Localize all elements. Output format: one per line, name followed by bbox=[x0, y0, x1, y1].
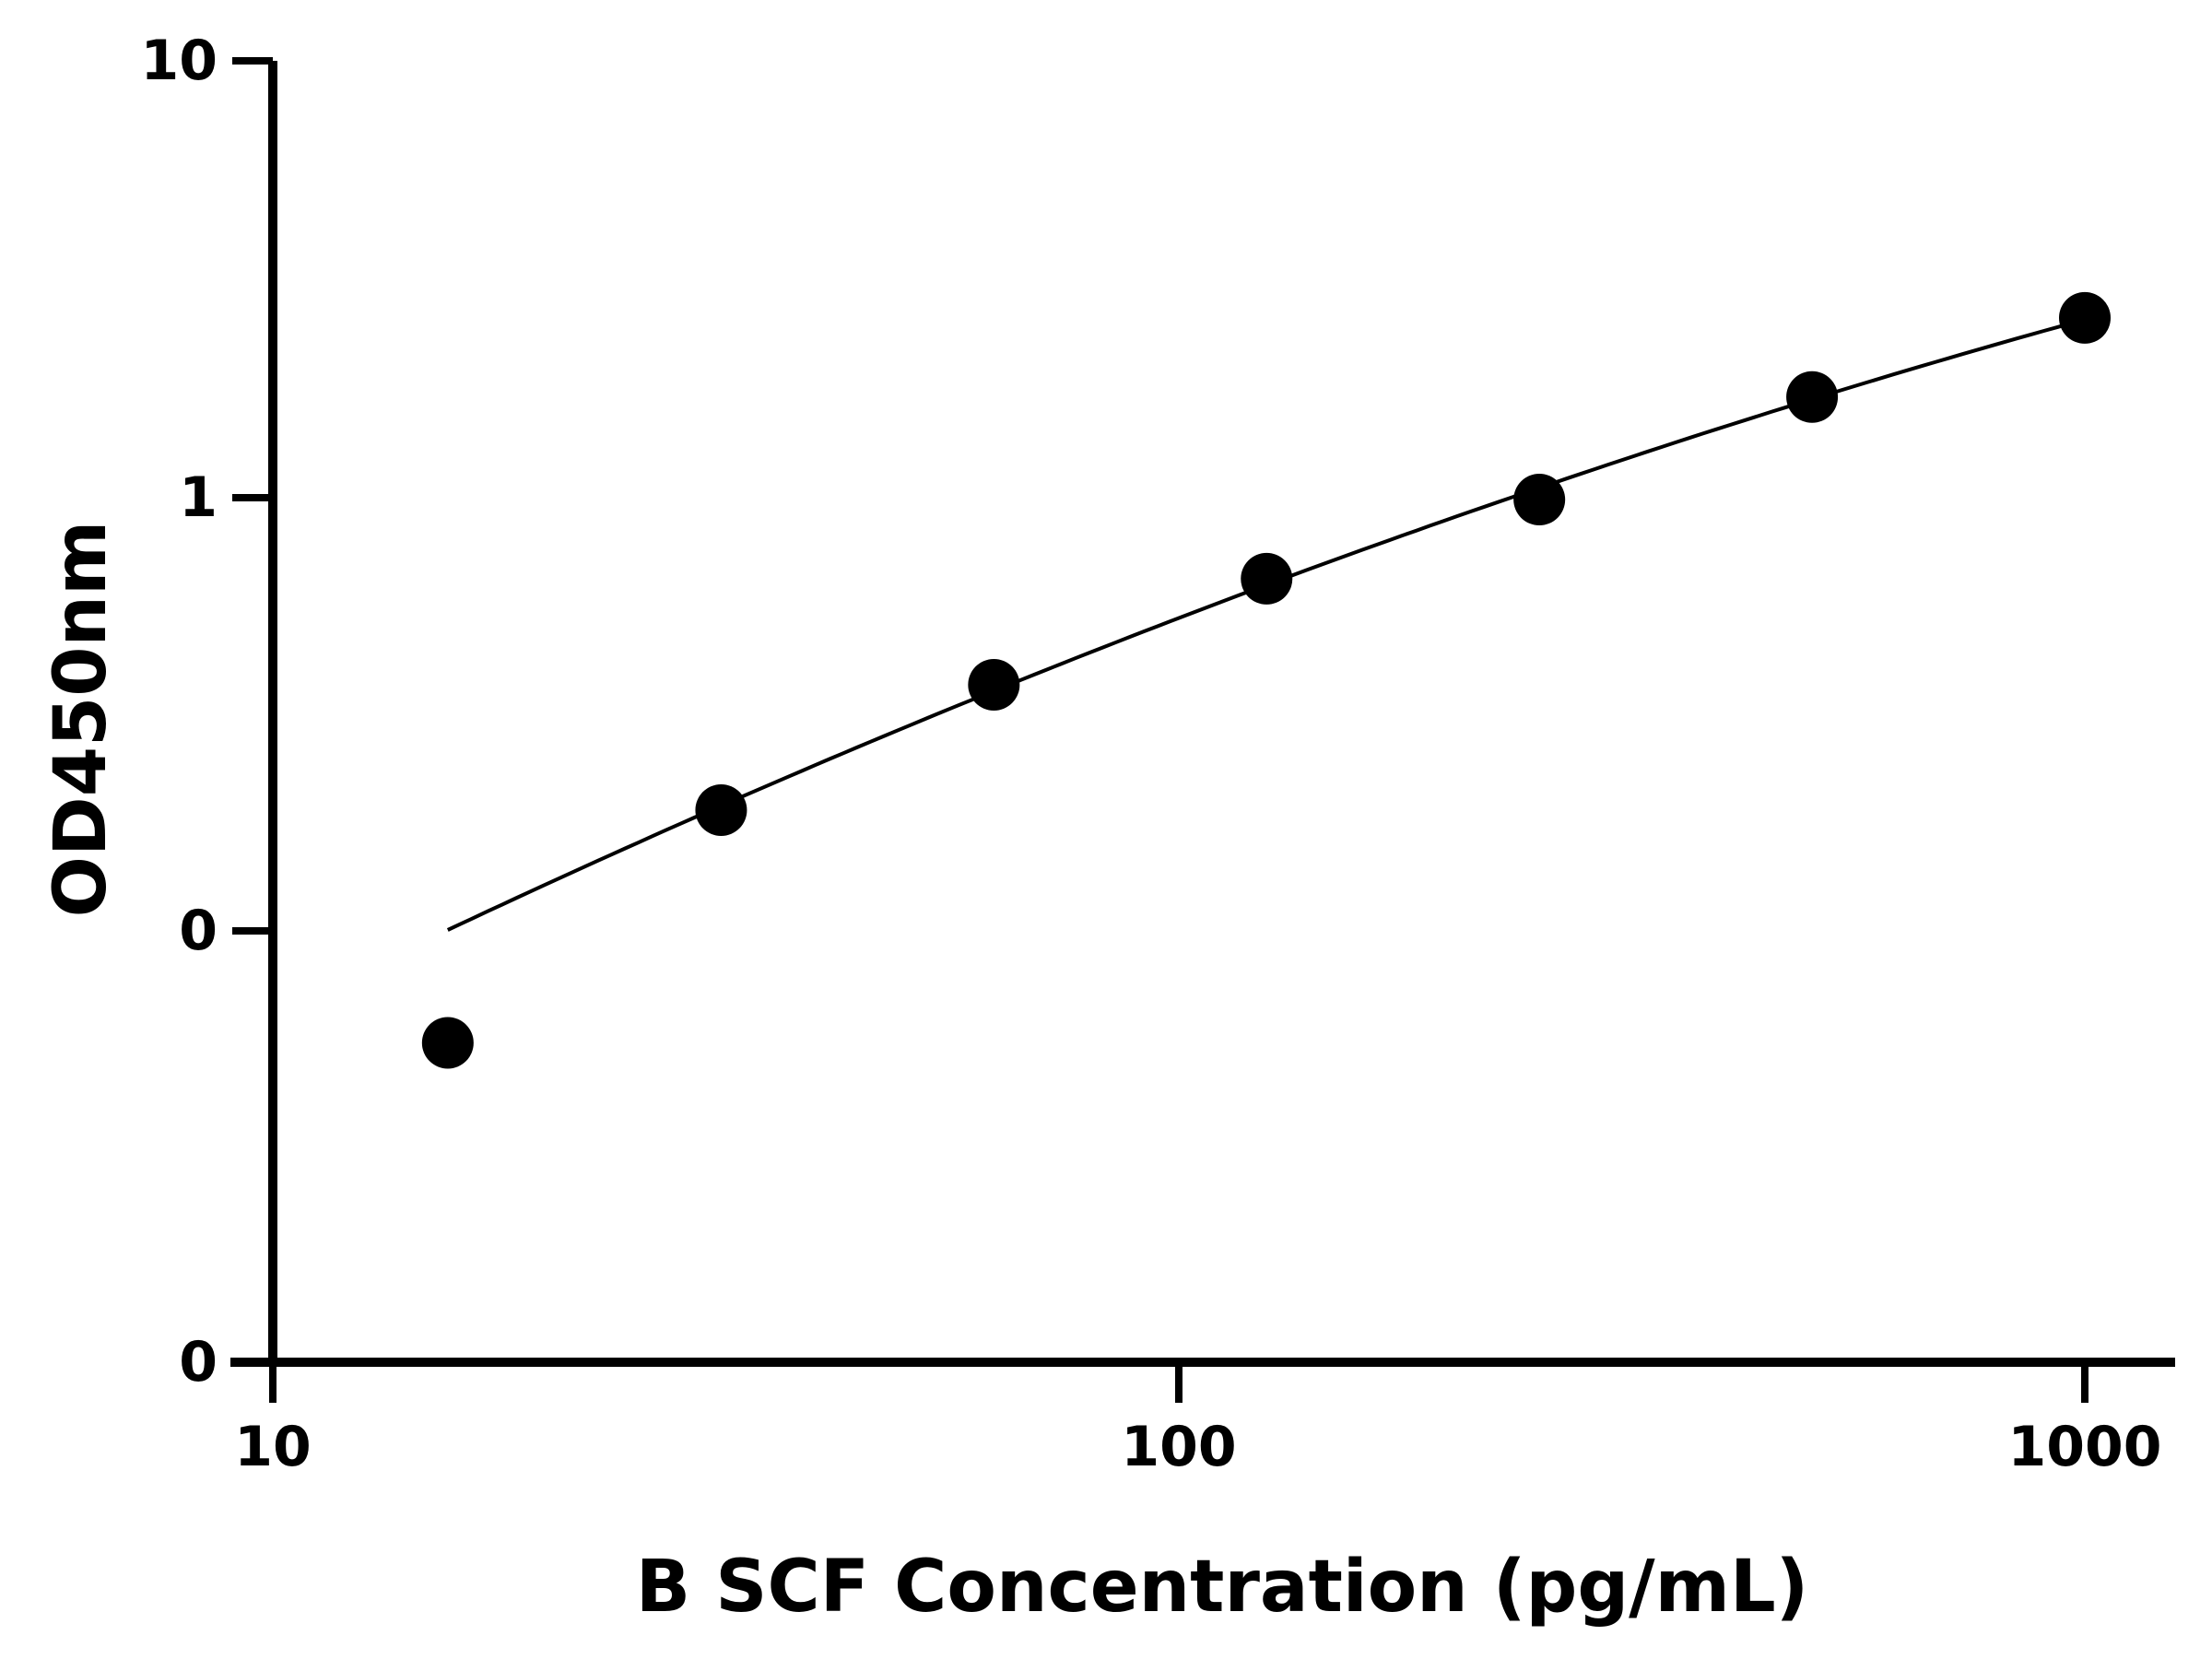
data-point bbox=[1786, 371, 1839, 423]
fit-curve bbox=[446, 317, 2086, 932]
data-point bbox=[1513, 474, 1566, 526]
x-ticks: 10 100 1000 bbox=[234, 1362, 2162, 1479]
axes bbox=[230, 61, 2175, 1367]
y-tick-label: 1 bbox=[179, 465, 218, 530]
data-point bbox=[421, 1017, 474, 1069]
y-axis-title: OD450nm bbox=[40, 521, 123, 918]
y-ticks: 0 0 1 10 bbox=[141, 29, 273, 1394]
y-tick-label: 0 bbox=[179, 899, 218, 963]
data-point bbox=[695, 783, 747, 836]
y-tick-label: 0 bbox=[179, 1330, 218, 1394]
data-point bbox=[968, 658, 1020, 711]
x-tick-label: 100 bbox=[1121, 1415, 1236, 1479]
y-tick-label: 10 bbox=[141, 29, 218, 93]
data-point bbox=[2059, 291, 2111, 344]
fit-curve-layer bbox=[446, 317, 2086, 932]
x-axis-title: B SCF Concentration (pg/mL) bbox=[636, 1546, 1809, 1629]
data-points-layer bbox=[421, 291, 2111, 1069]
x-tick-label: 10 bbox=[234, 1415, 312, 1479]
data-point bbox=[1241, 552, 1293, 605]
x-tick-label: 1000 bbox=[2008, 1415, 2162, 1479]
